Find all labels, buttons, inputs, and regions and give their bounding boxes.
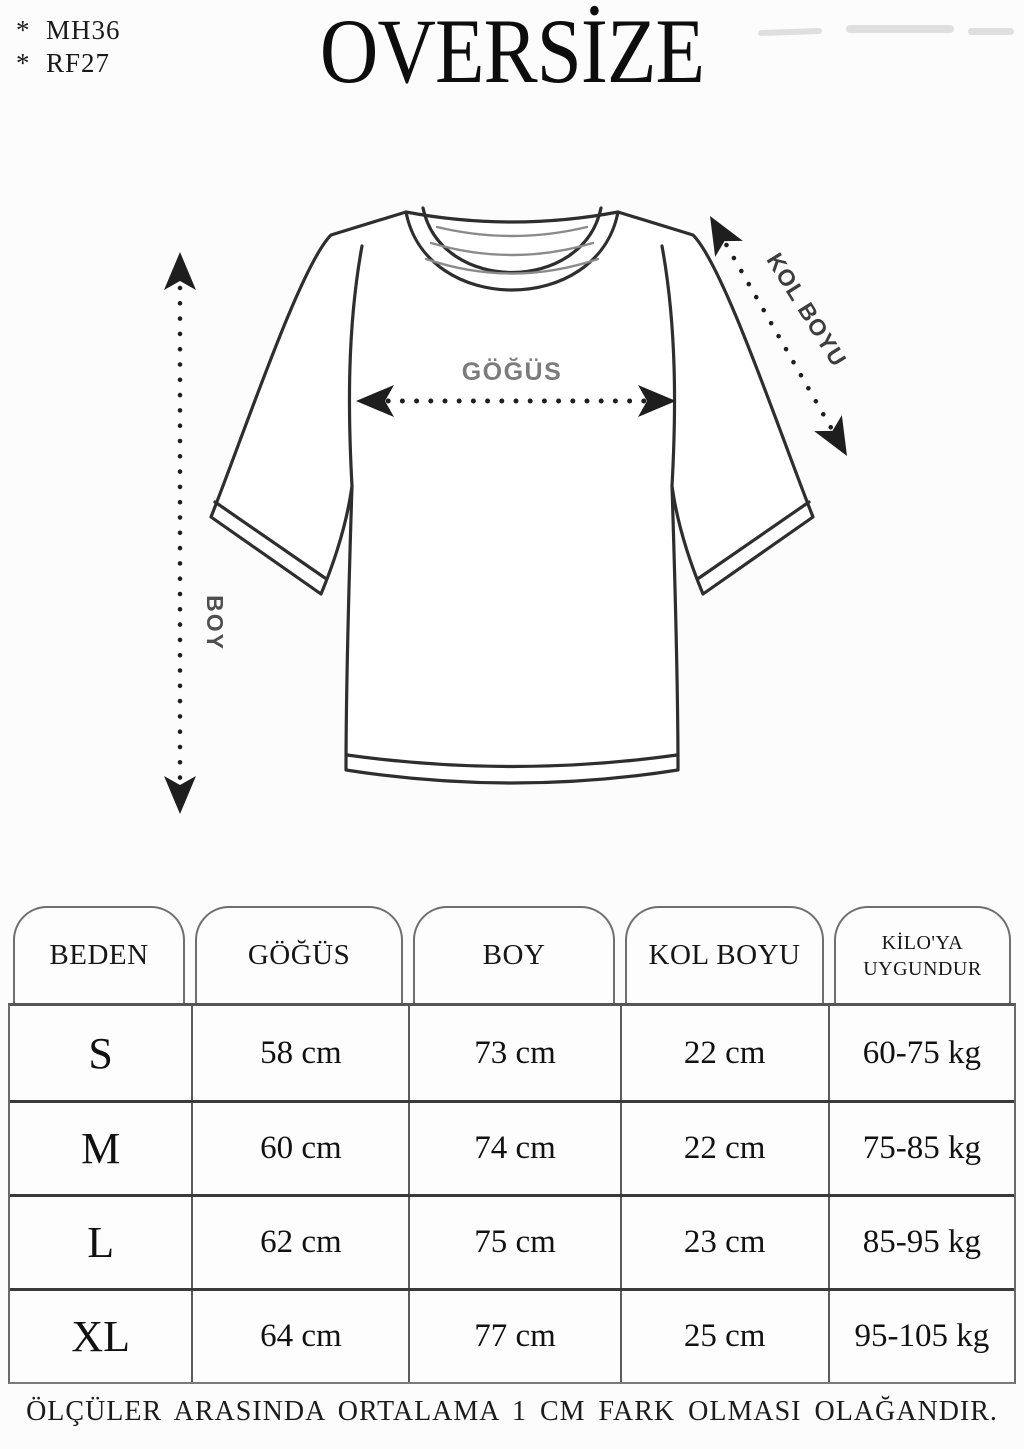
header-cell-kol-boyu: KOL BOYU	[625, 906, 824, 1003]
weight-cell: 75-85 kg	[827, 1103, 1014, 1194]
collar-outer-line	[404, 210, 620, 292]
weight-cell: 95-105 kg	[827, 1291, 1014, 1382]
length-cell: 75 cm	[408, 1197, 619, 1288]
header-cell-beden: BEDEN	[13, 906, 186, 1003]
arrowhead-down-icon	[164, 776, 196, 814]
size-table-body: S 58 cm 73 cm 22 cm 60-75 kg M 60 cm 74 …	[8, 1003, 1016, 1384]
arrowhead-downright-icon	[814, 415, 861, 464]
length-cell: 77 cm	[408, 1291, 619, 1382]
sleeve-cell: 22 cm	[619, 1006, 828, 1100]
asterisk-bullet: *	[16, 48, 31, 78]
size-cell: M	[81, 1124, 121, 1173]
left-cuff-line	[213, 500, 327, 580]
weight-cell: 85-95 kg	[827, 1197, 1014, 1288]
size-cell: XL	[71, 1312, 130, 1361]
size-table-header: BEDEN GÖĞÜS BOY KOL BOYU KİLO'YA UYGUNDU…	[8, 906, 1016, 1003]
size-cell: L	[87, 1218, 115, 1267]
table-row-l: L 62 cm 75 cm 23 cm 85-95 kg	[10, 1194, 1014, 1288]
right-armhole-seam	[660, 244, 677, 488]
table-row-s: S 58 cm 73 cm 22 cm 60-75 kg	[10, 1006, 1014, 1100]
chest-label: GÖĞÜS	[462, 357, 563, 386]
sleeve-label: KOL BOYU	[762, 248, 852, 371]
table-row-xl: XL 64 cm 77 cm 25 cm 95-105 kg	[10, 1288, 1014, 1382]
sleeve-arrow	[696, 208, 861, 464]
header-cell-gogus: GÖĞÜS	[195, 906, 404, 1003]
tshirt-drawing	[209, 206, 815, 785]
left-armhole-seam	[347, 244, 364, 488]
page-title: OVERSİZE	[319, 0, 705, 102]
length-arrow	[164, 252, 196, 814]
product-code-line: * MH36	[16, 14, 121, 47]
header-cell-kilo: KİLO'YA UYGUNDUR	[833, 906, 1011, 1003]
chest-cell: 60 cm	[191, 1103, 408, 1194]
right-cuff-line	[697, 500, 811, 580]
tshirt-outline	[209, 210, 815, 785]
chest-arrow	[356, 385, 676, 417]
collar-back-ribs	[424, 225, 600, 275]
size-table: BEDEN GÖĞÜS BOY KOL BOYU KİLO'YA UYGUNDU…	[8, 906, 1016, 1384]
chest-cell: 62 cm	[191, 1197, 408, 1288]
length-cell: 74 cm	[408, 1103, 619, 1194]
arrowhead-up-icon	[164, 252, 196, 290]
header-cell-boy: BOY	[413, 906, 616, 1003]
chest-cell: 64 cm	[191, 1291, 408, 1382]
size-cell: S	[88, 1028, 113, 1078]
sleeve-cell: 25 cm	[619, 1291, 828, 1382]
product-code: RF27	[46, 48, 111, 78]
weight-cell: 60-75 kg	[827, 1006, 1014, 1100]
sleeve-cell: 23 cm	[619, 1197, 828, 1288]
scan-artifact	[846, 25, 954, 33]
tolerance-note: ÖLÇÜLER ARASINDA ORTALAMA 1 CM FARK OLMA…	[26, 1396, 998, 1427]
sleeve-cell: 22 cm	[619, 1103, 828, 1194]
scan-artifact	[968, 28, 1014, 35]
table-row-m: M 60 cm 74 cm 22 cm 75-85 kg	[10, 1100, 1014, 1194]
product-code-line: * RF27	[16, 47, 121, 80]
tshirt-measurement-diagram: BOY GÖĞÜS KOL BOYU	[164, 206, 861, 814]
product-code: MH36	[46, 15, 121, 45]
product-codes: * MH36 * RF27	[16, 14, 121, 80]
hem-line	[345, 753, 679, 769]
chest-cell: 58 cm	[191, 1006, 408, 1100]
length-cell: 73 cm	[408, 1006, 619, 1100]
length-label: BOY	[202, 595, 228, 651]
asterisk-bullet: *	[16, 15, 31, 45]
